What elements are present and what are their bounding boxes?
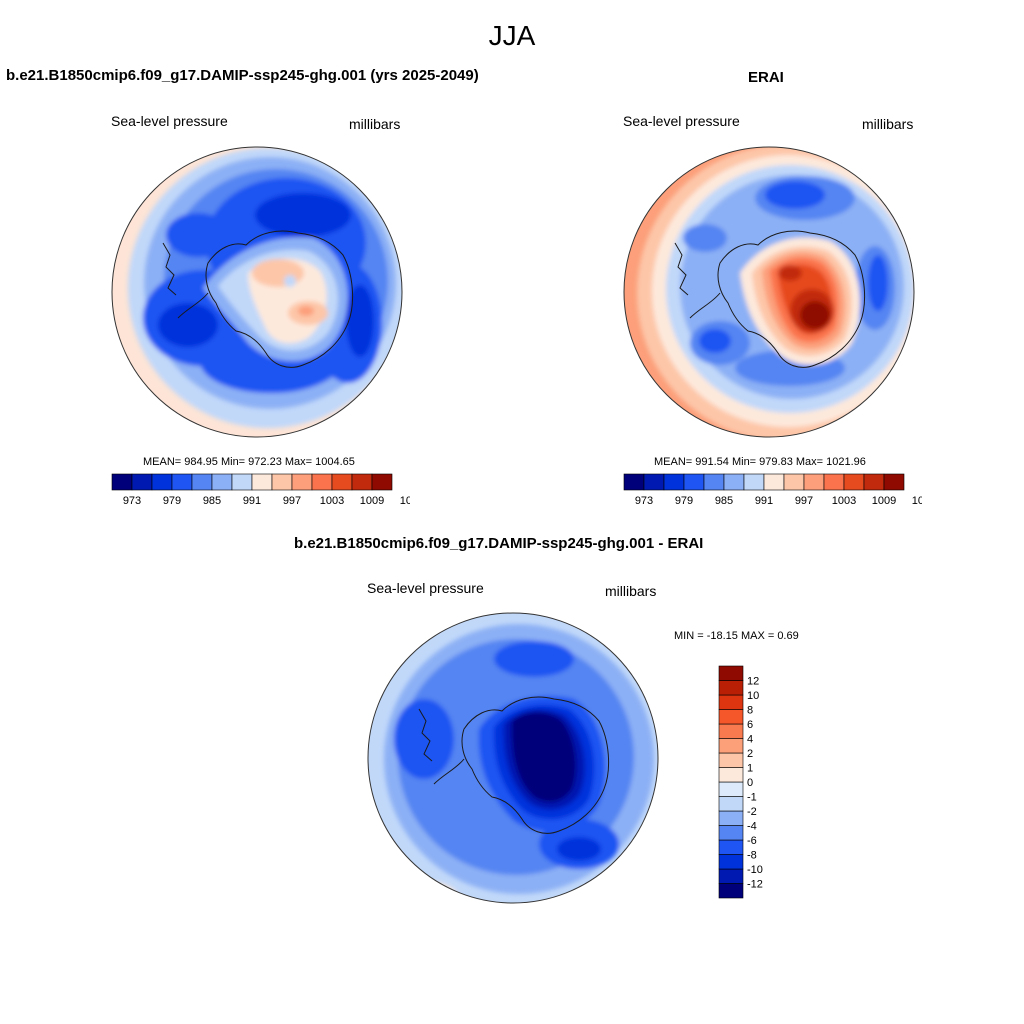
obs-colorbar-box xyxy=(763,473,785,491)
model-colorbar-box xyxy=(251,473,273,491)
model-colorbar-tick-label: 985 xyxy=(203,495,221,507)
diff-colorbar-tick-label: 10 xyxy=(747,690,759,702)
diff-colorbar-box xyxy=(718,825,744,841)
diff-colorbar-box xyxy=(718,665,744,681)
diff-colorbar-tick-label: 0 xyxy=(747,777,753,789)
model-colorbar-tick-label: 979 xyxy=(163,495,181,507)
diff-colorbar-box xyxy=(718,694,744,710)
diff-colorbar-tick-label: 4 xyxy=(747,734,753,746)
obs-colorbar-box xyxy=(703,473,725,491)
model-colorbar-box xyxy=(171,473,193,491)
model-colorbar-box xyxy=(331,473,353,491)
diff-colorbar-box xyxy=(718,767,744,783)
model-colorbar-box xyxy=(131,473,153,491)
obs-colorbar-box xyxy=(863,473,885,491)
obs-colorbar-tick-label: 1003 xyxy=(832,495,856,507)
diff-colorbar-tick-label: -10 xyxy=(747,864,763,876)
obs-colorbar: 973 979 985 991 997 1003 1009 1015 xyxy=(623,473,922,507)
diff-minmax: MIN = -18.15 MAX = 0.69 xyxy=(674,630,799,642)
obs-polar-map xyxy=(623,146,915,438)
model-colorbar-tick-label: 1015 xyxy=(400,495,410,507)
diff-colorbar-tick-label: -12 xyxy=(747,879,763,891)
obs-colorbar-tick-label: 979 xyxy=(675,495,693,507)
diff-colorbar-box xyxy=(718,752,744,768)
obs-colorbar-tick-label: 997 xyxy=(795,495,813,507)
model-colorbar-box xyxy=(231,473,253,491)
diff-colorbar-box xyxy=(718,796,744,812)
diff-colorbar-tick-label: -2 xyxy=(747,806,757,818)
obs-colorbar-box xyxy=(823,473,845,491)
model-panel-title: b.e21.B1850cmip6.f09_g17.DAMIP-ssp245-gh… xyxy=(6,67,479,84)
diff-colorbar-tick-label: 12 xyxy=(747,676,759,688)
obs-colorbar-box xyxy=(643,473,665,491)
obs-colorbar-tick-label: 1015 xyxy=(912,495,922,507)
diff-colorbar-tick-label: 2 xyxy=(747,748,753,760)
obs-colorbar-box xyxy=(623,473,645,491)
obs-colorbar-box xyxy=(743,473,765,491)
diff-colorbar-box xyxy=(718,738,744,754)
diff-colorbar-tick-label: 1 xyxy=(747,763,753,775)
model-colorbar-box xyxy=(211,473,233,491)
obs-stats: MEAN= 991.54 Min= 979.83 Max= 1021.96 xyxy=(654,456,866,468)
figure-title: JJA xyxy=(488,20,536,51)
diff-colorbar-tick-label: 8 xyxy=(747,705,753,717)
model-stats: MEAN= 984.95 Min= 972.23 Max= 1004.65 xyxy=(143,456,355,468)
model-colorbar-tick-label: 991 xyxy=(243,495,261,507)
obs-panel-title: ERAI xyxy=(748,69,784,86)
model-units-label: millibars xyxy=(349,116,401,132)
obs-colorbar-box xyxy=(843,473,865,491)
diff-polar-map xyxy=(367,612,659,904)
diff-units-label: millibars xyxy=(605,583,657,599)
diff-colorbar-box xyxy=(718,680,744,696)
diff-colorbar-tick-label: -6 xyxy=(747,835,757,847)
model-colorbar-tick-label: 1009 xyxy=(360,495,384,507)
model-colorbar-box xyxy=(191,473,213,491)
diff-colorbar-box xyxy=(718,839,744,855)
model-colorbar-box xyxy=(351,473,373,491)
model-colorbar-box xyxy=(371,473,393,491)
obs-colorbar-box xyxy=(723,473,745,491)
model-colorbar-box xyxy=(111,473,133,491)
diff-colorbar-tick-label: -8 xyxy=(747,850,757,862)
obs-colorbar-tick-label: 985 xyxy=(715,495,733,507)
diff-colorbar-tick-label: -4 xyxy=(747,821,757,833)
model-variable-label: Sea-level pressure xyxy=(111,113,228,129)
diff-variable-label: Sea-level pressure xyxy=(367,580,484,596)
obs-variable-label: Sea-level pressure xyxy=(623,113,740,129)
obs-colorbar-tick-label: 973 xyxy=(635,495,653,507)
model-colorbar-tick-label: 973 xyxy=(123,495,141,507)
model-colorbar-box xyxy=(291,473,313,491)
diff-colorbar-box xyxy=(718,883,744,899)
obs-colorbar-tick-label: 991 xyxy=(755,495,773,507)
model-colorbar-box xyxy=(271,473,293,491)
model-colorbar-box xyxy=(311,473,333,491)
obs-units-label: millibars xyxy=(862,116,914,132)
diff-colorbar-tick-label: -1 xyxy=(747,792,757,804)
diff-colorbar-tick-label: 6 xyxy=(747,719,753,731)
diff-colorbar-box xyxy=(718,709,744,725)
diff-colorbar-box xyxy=(718,868,744,884)
obs-colorbar-box xyxy=(803,473,825,491)
diff-colorbar-box xyxy=(718,781,744,797)
obs-colorbar-box xyxy=(683,473,705,491)
diff-colorbar-box xyxy=(718,810,744,826)
model-polar-map xyxy=(111,146,403,438)
obs-colorbar-box xyxy=(883,473,905,491)
model-colorbar-tick-label: 997 xyxy=(283,495,301,507)
model-colorbar-tick-label: 1003 xyxy=(320,495,344,507)
obs-colorbar-box xyxy=(663,473,685,491)
model-colorbar-box xyxy=(151,473,173,491)
model-colorbar: 973 979 985 991 997 1003 1009 1015 xyxy=(111,473,410,507)
obs-colorbar-tick-label: 1009 xyxy=(872,495,896,507)
diff-colorbar-box xyxy=(718,723,744,739)
diff-colorbar-box xyxy=(718,854,744,870)
obs-colorbar-box xyxy=(783,473,805,491)
diff-panel-title: b.e21.B1850cmip6.f09_g17.DAMIP-ssp245-gh… xyxy=(294,535,704,552)
